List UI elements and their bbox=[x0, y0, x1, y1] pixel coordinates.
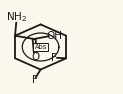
Text: NH$_2$: NH$_2$ bbox=[6, 11, 27, 24]
Text: F: F bbox=[51, 53, 57, 63]
Text: F: F bbox=[32, 75, 38, 85]
Text: Abs: Abs bbox=[34, 44, 47, 50]
Text: O: O bbox=[32, 52, 40, 62]
Text: OH: OH bbox=[46, 31, 62, 41]
